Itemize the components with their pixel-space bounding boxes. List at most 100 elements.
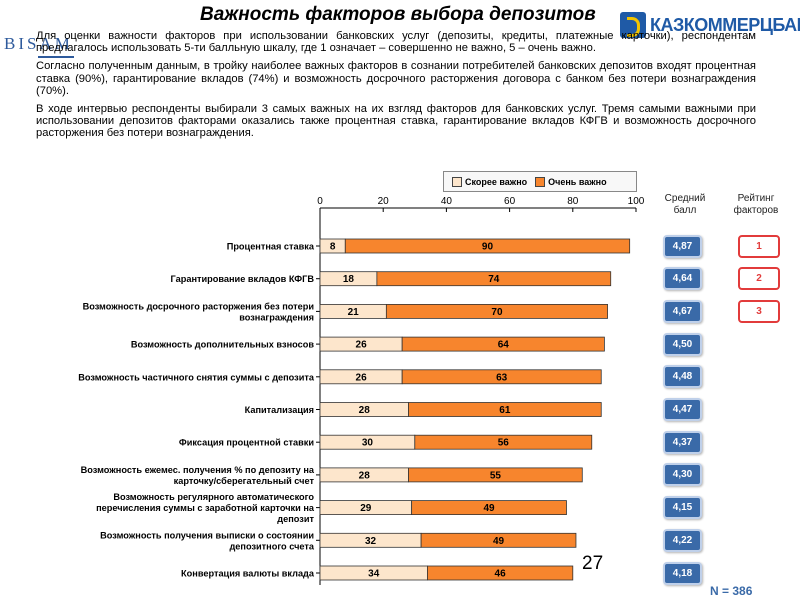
category-label-line: перечисления суммы с заработной карточки… (96, 503, 315, 513)
category-label-line: депозитного счета (229, 541, 314, 551)
bar-very-important (376, 271, 612, 287)
legend-item-rather: Скорее важно (452, 176, 528, 187)
legend-label-rather: Скорее важно (465, 176, 528, 187)
category-label-line: Конвертация валюты вклада (181, 569, 315, 579)
bar-data-label: 30 (362, 438, 374, 449)
category-label: Возможность ежемес. получения % по депоз… (81, 465, 315, 486)
bar-data-label: 70 (491, 307, 503, 318)
bar-data-label: 56 (498, 438, 510, 449)
bar-very-important (344, 238, 631, 254)
avg-score-badge: 4,50 (663, 332, 702, 356)
rating-badge: 1 (738, 234, 780, 258)
bar-data-label: 90 (482, 242, 494, 253)
category-label-line: вознаграждения (239, 312, 314, 322)
avg-score-badge: 4,47 (663, 398, 702, 421)
bar-very-important (408, 467, 583, 483)
x-tick-label: 0 (317, 196, 323, 207)
category-label: Процентная ставка (227, 242, 315, 252)
bar-very-important (408, 402, 602, 417)
page-number: 27 (582, 553, 604, 574)
bar-data-label: 49 (493, 536, 505, 547)
bar-data-label: 32 (365, 536, 377, 547)
bisam-logo-text: BISAM (4, 34, 73, 53)
category-label-line: Возможность регулярного автоматического (113, 492, 314, 502)
avg-score-badge: 4,67 (663, 299, 702, 323)
bar-data-label: 61 (499, 405, 511, 416)
category-label-line: Возможность дополнительных взносов (131, 340, 315, 350)
rating-header: Рейтинг факторов (733, 193, 779, 216)
bar-very-important (420, 532, 577, 548)
legend-swatch-rather (452, 176, 462, 187)
category-label: Капитализация (245, 405, 314, 415)
avg-score-badge: 4,18 (663, 561, 702, 585)
x-tick-label: 60 (504, 196, 516, 207)
bar-very-important (411, 500, 567, 516)
category-label: Возможность регулярного автоматического п… (96, 492, 315, 524)
bar-very-important (414, 434, 593, 450)
bar-data-label: 28 (359, 470, 371, 481)
bar-data-label: 49 (483, 503, 495, 514)
category-label-line: Возможность досрочного расторжения без п… (83, 301, 315, 311)
x-tick-label: 100 (628, 196, 645, 207)
category-label-line: Гарантирование вкладов КФГВ (171, 274, 315, 284)
bar-data-label: 64 (498, 340, 510, 351)
x-tick-label: 40 (441, 196, 453, 207)
bisam-logo: BISAM (2, 14, 74, 58)
category-label: Возможность частичного снятия суммы с де… (78, 372, 315, 382)
stacked-bar-chart: 0 20 40 60 80 100 Процентная ставка 8 90 Гарантир… (78, 196, 645, 585)
avg-score-badge: 4,22 (663, 528, 702, 552)
bar-data-label: 74 (488, 274, 500, 285)
bar-data-label: 29 (360, 503, 372, 514)
avg-score-badge: 4,48 (663, 365, 702, 389)
bank-mark-icon (620, 12, 646, 38)
category-label: Конвертация валюты вклада (181, 569, 315, 579)
bar-data-label: 28 (359, 405, 371, 416)
avg-score-badge: 4,15 (663, 496, 702, 520)
paragraph-3: В ходе интервью респонденты выбирали 3 с… (36, 103, 756, 140)
legend-item-very: Очень важно (535, 176, 607, 187)
x-tick-label: 80 (567, 196, 579, 207)
category-label: Гарантирование вкладов КФГВ (171, 274, 315, 284)
bisam-logo-underline (38, 56, 74, 58)
page-title: Важность факторов выбора депозитов (200, 4, 596, 25)
avg-score-badge: 4,30 (663, 463, 702, 487)
bar-very-important (385, 304, 608, 319)
category-label: Возможность получения выписки о состояни… (100, 530, 315, 551)
bar-very-important (401, 369, 602, 385)
category-label-line: депозит (277, 514, 314, 524)
bar-data-label: 26 (356, 340, 368, 351)
avg-score-badge: 4,64 (663, 267, 702, 291)
legend-swatch-very (535, 176, 546, 187)
bar-very-important (401, 336, 605, 352)
category-label: Возможность дополнительных взносов (131, 340, 315, 350)
avg-score-badge: 4,87 (663, 234, 702, 258)
bar-very-important (427, 565, 574, 581)
paragraph-2: Согласно полученным данным, в тройку наи… (36, 60, 756, 97)
category-label-line: Возможность частичного снятия суммы с де… (78, 372, 315, 382)
rating-badge: 2 (738, 267, 780, 291)
category-label-line: карточку/сберегательный счет (174, 476, 315, 486)
sample-size: N = 386 (710, 584, 753, 598)
category-label-line: Возможность получения выписки о состояни… (100, 530, 314, 540)
category-label-line: Процентная ставка (227, 242, 315, 252)
category-label-line: Возможность ежемес. получения % по депоз… (81, 465, 315, 475)
avg-score-header: Средний балл (664, 193, 706, 216)
bar-data-label: 63 (496, 372, 508, 383)
category-label: Возможность досрочного расторжения без п… (83, 301, 315, 322)
avg-score-badge: 4,37 (663, 430, 702, 454)
legend-label-very: Очень важно (548, 176, 607, 187)
bar-data-label: 8 (330, 242, 336, 253)
category-label-line: Фиксация процентной ставки (179, 438, 314, 448)
description-text: Для оценки важности факторов при использ… (36, 30, 756, 146)
chart-legend: Скорее важно Очень важно (443, 171, 637, 192)
bar-data-label: 21 (348, 307, 360, 318)
bar-data-label: 55 (490, 470, 502, 481)
bar-data-label: 46 (495, 569, 507, 580)
category-label-line: Капитализация (245, 405, 314, 415)
paragraph-1: Для оценки важности факторов при использ… (36, 30, 756, 55)
rating-badge: 3 (738, 299, 780, 323)
x-tick-label: 20 (378, 196, 390, 207)
bar-data-label: 34 (368, 569, 380, 580)
bar-data-label: 18 (343, 274, 355, 285)
bank-logo: КАЗКОММЕРЦБАНК (620, 10, 800, 40)
